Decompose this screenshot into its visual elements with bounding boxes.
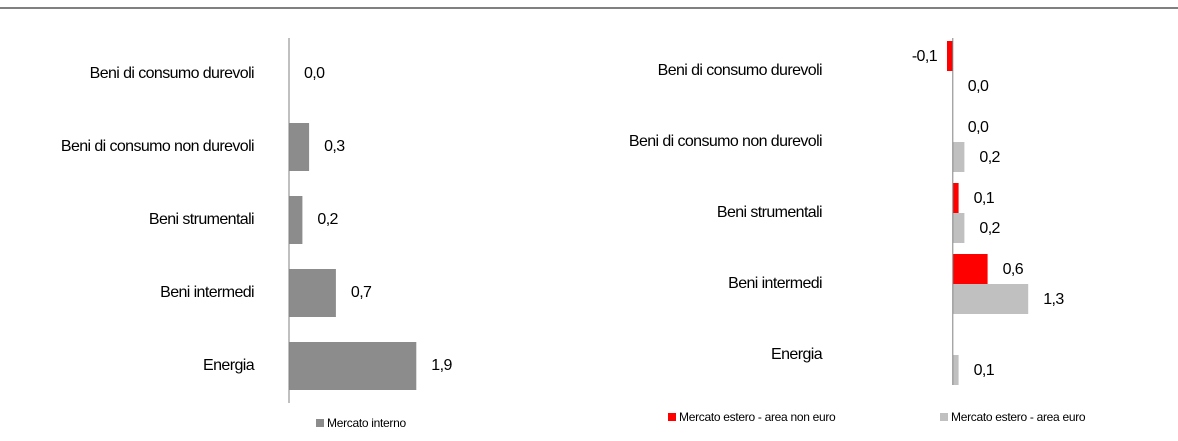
value-label: 0,1	[974, 190, 995, 207]
legend-label: Mercato interno	[327, 416, 406, 430]
value-label: 0,1	[974, 362, 995, 379]
bar	[952, 142, 965, 172]
value-label: 1,9	[431, 357, 452, 374]
category-label: Beni di consumo non durevoli	[629, 133, 822, 150]
bar	[952, 254, 988, 284]
legend-swatch	[940, 413, 948, 421]
legend-swatch	[668, 413, 676, 421]
legend-label: Mercato estero - area euro	[951, 410, 1086, 424]
bar	[947, 41, 953, 71]
category-label: Energia	[771, 346, 823, 363]
bar	[289, 269, 336, 317]
value-label: 0,0	[968, 78, 989, 95]
category-label: Beni strumentali	[717, 204, 822, 221]
category-label: Beni di consumo non durevoli	[61, 138, 254, 155]
category-label: Beni di consumo durevoli	[658, 62, 822, 79]
legend-label: Mercato estero - area non euro	[679, 410, 836, 424]
bar	[952, 355, 959, 385]
bar	[289, 123, 310, 171]
category-label: Beni strumentali	[149, 211, 254, 228]
value-label: 0,3	[324, 138, 345, 155]
value-label: 0,7	[351, 284, 372, 301]
value-label: -0,1	[912, 48, 938, 65]
bar	[952, 213, 965, 243]
value-label: 0,0	[968, 119, 989, 136]
bar	[952, 183, 959, 213]
bar	[952, 284, 1029, 314]
legend-swatch	[316, 419, 324, 427]
category-label: Beni intermedi	[728, 275, 822, 292]
value-label: 1,3	[1043, 291, 1064, 308]
value-label: 0,2	[979, 220, 1000, 237]
category-label: Energia	[203, 357, 255, 374]
value-label: 0,6	[1003, 261, 1024, 278]
category-label: Beni intermedi	[160, 284, 254, 301]
value-label: 0,0	[304, 65, 325, 82]
category-label: Beni di consumo durevoli	[90, 65, 254, 82]
bar	[289, 342, 417, 390]
value-label: 0,2	[979, 149, 1000, 166]
value-label: 0,2	[317, 211, 338, 228]
bar	[289, 196, 303, 244]
